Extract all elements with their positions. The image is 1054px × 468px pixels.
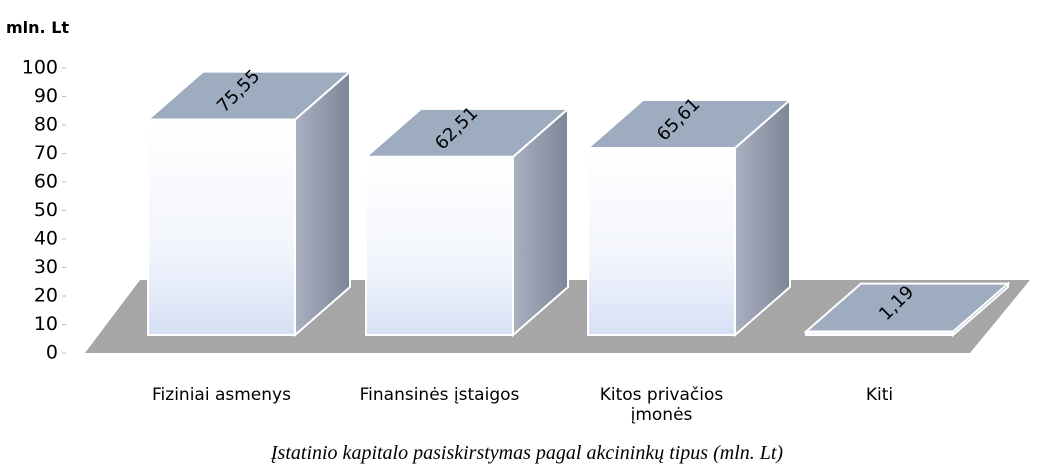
- y-tick-label: 50: [34, 199, 58, 221]
- bar: [585, 97, 793, 338]
- y-tick-label: 80: [34, 114, 58, 136]
- y-tick-label: 30: [34, 256, 58, 278]
- y-tick-label: 100: [22, 57, 58, 79]
- y-tick-label: 0: [46, 342, 58, 364]
- x-tick-label: Finansinės įstaigos: [359, 385, 520, 405]
- bar: [145, 69, 353, 338]
- bar: [803, 281, 1011, 338]
- bar-front: [147, 118, 296, 337]
- bar-front: [365, 155, 514, 336]
- y-tick-label: 90: [34, 85, 58, 107]
- y-tick-label: 60: [34, 171, 58, 193]
- bar: [363, 106, 571, 338]
- x-tick-label: Kiti: [865, 385, 894, 405]
- caption: Įstatinio kapitalo pasiskirstymas pagal …: [270, 442, 784, 464]
- x-tick-label: Fiziniai asmenys: [152, 385, 291, 405]
- x-tick-label: Kitos privačios įmonės: [599, 385, 724, 425]
- y-tick-label: 40: [34, 228, 58, 250]
- y-tick-label: 70: [34, 142, 58, 164]
- y-tick-label: 10: [34, 313, 58, 335]
- bar-front: [587, 147, 736, 336]
- y-axis-label: mln. Lt: [6, 18, 70, 37]
- y-tick-label: 20: [34, 285, 58, 307]
- bar-front: [805, 330, 954, 336]
